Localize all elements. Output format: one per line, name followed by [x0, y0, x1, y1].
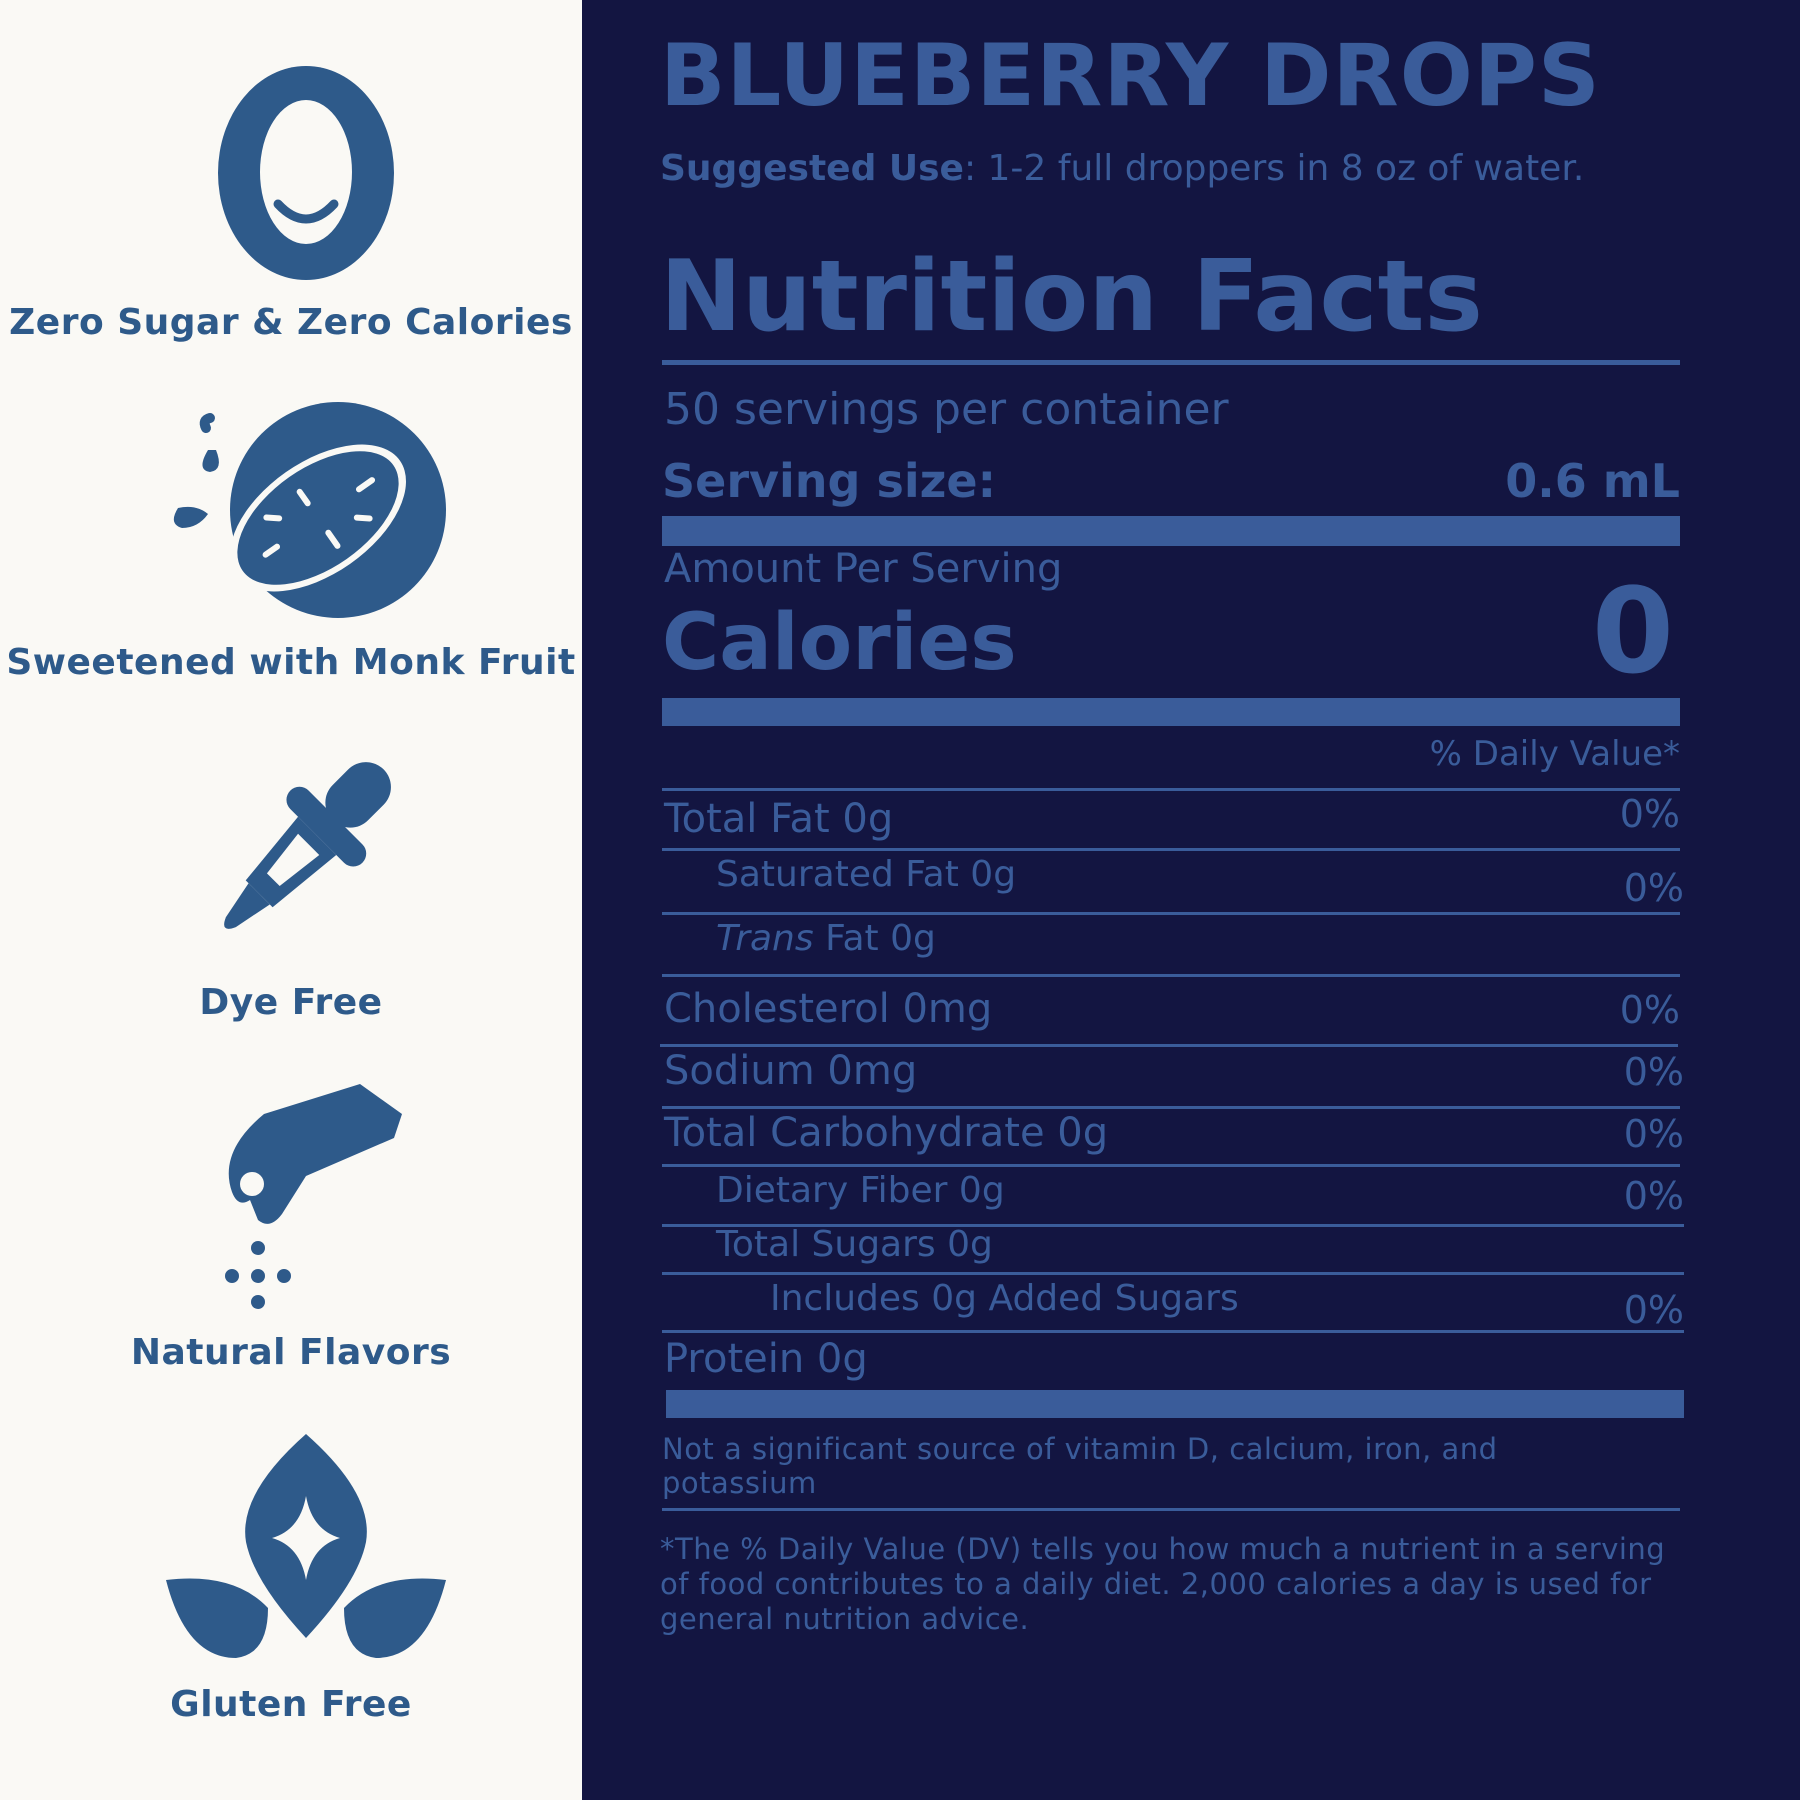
nutrient-dv: 0%: [1623, 1288, 1684, 1332]
product-title: BLUEBERRY DROPS: [660, 26, 1601, 126]
nutrient-dv: 0%: [1623, 1174, 1684, 1218]
row-rule: [662, 1330, 1684, 1333]
trans-fat-text: Fat 0g: [813, 918, 936, 959]
nutrient-label: Cholesterol 0mg: [664, 986, 993, 1032]
nutrient-dv: 0%: [1623, 1050, 1684, 1094]
zero-smile-icon: [218, 66, 394, 280]
nutrient-label-trans-fat: Trans Fat 0g: [716, 918, 936, 959]
heading-rule: [662, 360, 1680, 365]
serving-bar: [662, 516, 1680, 546]
nutrient-dv: 0%: [1623, 1112, 1684, 1156]
serving-size-label: Serving size:: [662, 454, 996, 508]
nutrient-label: Dietary Fiber 0g: [716, 1170, 1005, 1211]
nutrient-dv: 0%: [1619, 988, 1680, 1032]
nutrition-panel: BLUEBERRY DROPS Suggested Use: 1-2 full …: [582, 0, 1800, 1800]
leaf-sparkle-icon: [166, 1434, 446, 1658]
nutrient-label: Sodium 0mg: [664, 1048, 918, 1094]
serving-size-value: 0.6 mL: [1505, 454, 1680, 508]
row-rule: [662, 848, 1680, 851]
row-rule: [662, 1164, 1680, 1167]
daily-value-footnote: *The % Daily Value (DV) tells you how mu…: [660, 1532, 1666, 1636]
nutrient-dv: 0%: [1623, 866, 1684, 910]
trans-italic: Trans: [716, 918, 814, 959]
features-panel: Zero Sugar & Zero Calories Sweetened wit…: [0, 0, 582, 1800]
amount-per-serving: Amount Per Serving: [664, 546, 1063, 592]
calories-bar: [662, 698, 1680, 726]
pinch-hand-icon: [225, 1084, 402, 1309]
nutrient-label: Total Carbohydrate 0g: [664, 1110, 1109, 1156]
row-rule: [660, 1044, 1678, 1047]
feature-label-gluten-free: Gluten Free: [170, 1684, 412, 1725]
monk-fruit-icon: [173, 402, 446, 618]
row-rule: [662, 1224, 1684, 1227]
row-rule: [662, 912, 1680, 915]
feature-label-natural-flavors: Natural Flavors: [130, 1332, 452, 1373]
calories-label: Calories: [662, 598, 1017, 688]
feature-label-dye-free: Dye Free: [199, 982, 383, 1023]
nutrient-label: Total Fat 0g: [664, 796, 894, 842]
nutrient-dv: 0%: [1619, 792, 1680, 836]
nutrient-label: Protein 0g: [664, 1336, 868, 1382]
vitamin-rule: [662, 1508, 1680, 1511]
row-rule: [662, 1272, 1684, 1275]
nutrient-label: Includes 0g Added Sugars: [770, 1278, 1239, 1319]
nutrition-facts-heading: Nutrition Facts: [660, 240, 1483, 354]
nutrient-label: Saturated Fat 0g: [716, 854, 1017, 895]
feature-label-monk-fruit: Sweetened with Monk Fruit: [6, 642, 576, 683]
protein-bar: [666, 1390, 1684, 1418]
dv-header-rule: [662, 788, 1680, 791]
vitamin-note: Not a significant source of vitamin D, c…: [662, 1432, 1498, 1500]
suggested-use: Suggested Use: 1-2 full droppers in 8 oz…: [660, 148, 1584, 189]
daily-value-header: % Daily Value*: [1429, 734, 1680, 774]
servings-per-container: 50 servings per container: [664, 384, 1229, 435]
dropper-icon: [224, 762, 391, 929]
suggested-use-label: Suggested Use: [660, 148, 964, 189]
calories-value: 0: [1591, 562, 1674, 700]
suggested-use-text: : 1-2 full droppers in 8 oz of water.: [963, 148, 1585, 189]
feature-label-zero-sugar: Zero Sugar & Zero Calories: [9, 302, 573, 343]
row-rule: [662, 1106, 1680, 1109]
row-rule: [662, 974, 1680, 977]
nutrient-label: Total Sugars 0g: [716, 1224, 993, 1265]
